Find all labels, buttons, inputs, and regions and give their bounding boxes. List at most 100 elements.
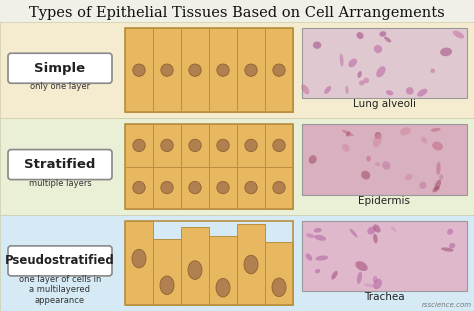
Ellipse shape: [376, 66, 385, 77]
Ellipse shape: [439, 174, 443, 180]
Ellipse shape: [361, 171, 370, 179]
Bar: [125, 28, 153, 112]
Ellipse shape: [366, 156, 371, 162]
Ellipse shape: [449, 243, 456, 248]
Bar: [237, 166, 265, 209]
Bar: [265, 166, 293, 209]
Ellipse shape: [434, 180, 441, 190]
Ellipse shape: [342, 130, 354, 136]
Ellipse shape: [348, 58, 357, 67]
Ellipse shape: [244, 255, 258, 274]
Ellipse shape: [384, 37, 392, 42]
Ellipse shape: [217, 64, 229, 76]
Bar: [302, 28, 467, 98]
Ellipse shape: [342, 144, 350, 152]
Ellipse shape: [314, 235, 326, 241]
Bar: [125, 166, 153, 209]
Ellipse shape: [441, 248, 454, 252]
Ellipse shape: [272, 278, 286, 297]
Ellipse shape: [432, 186, 440, 193]
Ellipse shape: [391, 226, 397, 232]
Ellipse shape: [364, 78, 369, 83]
Ellipse shape: [273, 181, 285, 194]
Ellipse shape: [133, 181, 145, 194]
FancyBboxPatch shape: [8, 150, 112, 179]
Ellipse shape: [374, 132, 381, 139]
Ellipse shape: [419, 182, 427, 189]
Bar: [0, 118, 474, 215]
Ellipse shape: [133, 64, 145, 76]
Ellipse shape: [373, 134, 382, 147]
Text: Simple: Simple: [35, 62, 86, 75]
Ellipse shape: [273, 139, 285, 151]
Ellipse shape: [421, 137, 427, 143]
Ellipse shape: [216, 278, 230, 297]
Bar: [125, 28, 293, 112]
Ellipse shape: [379, 31, 386, 37]
Bar: [153, 28, 181, 112]
Bar: [181, 166, 209, 209]
Bar: [265, 28, 293, 112]
Ellipse shape: [132, 249, 146, 268]
Ellipse shape: [373, 279, 382, 289]
Text: one layer of cells in
a multilayered
appearance: one layer of cells in a multilayered app…: [19, 275, 101, 305]
Ellipse shape: [133, 139, 145, 151]
Ellipse shape: [306, 253, 312, 261]
Ellipse shape: [356, 32, 364, 39]
Ellipse shape: [316, 256, 328, 261]
Bar: [0, 22, 474, 118]
Bar: [265, 124, 293, 166]
Ellipse shape: [331, 271, 337, 280]
Ellipse shape: [161, 139, 173, 151]
Bar: [302, 221, 467, 291]
Ellipse shape: [324, 86, 331, 94]
Ellipse shape: [217, 181, 229, 194]
Ellipse shape: [245, 139, 257, 151]
Ellipse shape: [217, 139, 229, 151]
Ellipse shape: [374, 45, 382, 53]
Bar: [181, 124, 209, 166]
Ellipse shape: [400, 127, 411, 135]
Text: only one layer: only one layer: [30, 82, 90, 91]
Ellipse shape: [315, 269, 320, 273]
Ellipse shape: [386, 90, 393, 95]
Ellipse shape: [313, 41, 321, 49]
Ellipse shape: [245, 64, 257, 76]
Ellipse shape: [367, 226, 375, 234]
Ellipse shape: [245, 181, 257, 194]
Text: Stratified: Stratified: [24, 158, 96, 171]
Ellipse shape: [375, 162, 380, 166]
Ellipse shape: [356, 261, 368, 271]
Ellipse shape: [188, 261, 202, 279]
Text: Pseudostratified: Pseudostratified: [5, 254, 115, 267]
Ellipse shape: [306, 234, 314, 238]
Bar: [153, 166, 181, 209]
Text: Epidermis: Epidermis: [358, 196, 410, 206]
Text: rsscience.com: rsscience.com: [422, 302, 472, 308]
Ellipse shape: [405, 174, 412, 180]
Bar: [265, 242, 293, 305]
Ellipse shape: [309, 155, 317, 164]
Ellipse shape: [359, 80, 365, 86]
Ellipse shape: [357, 71, 362, 78]
Bar: [209, 28, 237, 112]
Ellipse shape: [160, 276, 174, 295]
Ellipse shape: [189, 139, 201, 151]
Ellipse shape: [273, 64, 285, 76]
Bar: [125, 221, 153, 305]
Ellipse shape: [373, 276, 377, 283]
FancyBboxPatch shape: [8, 53, 112, 83]
Ellipse shape: [161, 181, 173, 194]
Text: multiple layers: multiple layers: [28, 179, 91, 188]
Text: Trachea: Trachea: [364, 292, 405, 302]
Ellipse shape: [364, 283, 374, 287]
Ellipse shape: [406, 87, 414, 95]
Ellipse shape: [349, 229, 357, 238]
Bar: [125, 221, 293, 305]
Ellipse shape: [436, 162, 441, 175]
Bar: [125, 124, 153, 166]
Bar: [209, 166, 237, 209]
Ellipse shape: [373, 234, 378, 244]
Ellipse shape: [382, 161, 391, 169]
Bar: [237, 124, 265, 166]
